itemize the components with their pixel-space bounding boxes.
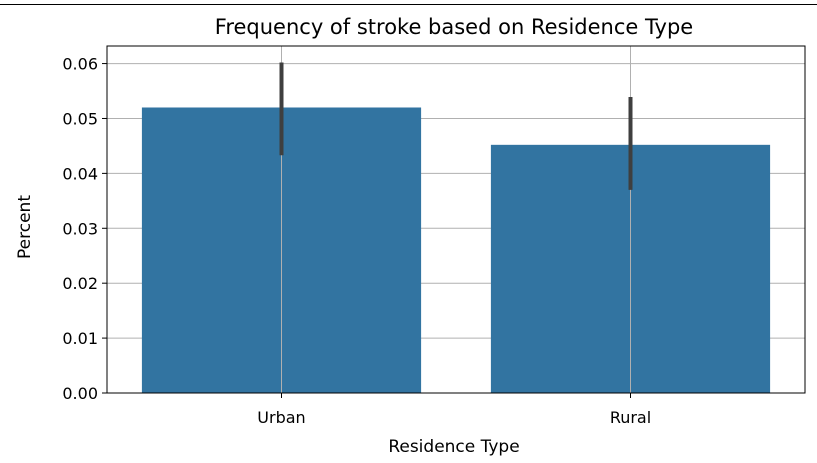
y-tick-label: 0.06 bbox=[62, 55, 98, 74]
y-tick-label: 0.02 bbox=[62, 274, 98, 293]
x-tick-label: Urban bbox=[257, 408, 305, 427]
top-border-line bbox=[0, 4, 817, 5]
bars bbox=[141, 107, 771, 394]
y-tick-label: 0.01 bbox=[62, 329, 98, 348]
y-axis-ticks: 0.00 0.01 0.02 0.03 0.04 0.05 0.06 bbox=[62, 55, 107, 403]
x-axis-ticks: Urban Rural bbox=[257, 393, 651, 427]
y-tick-label: 0.03 bbox=[62, 219, 98, 238]
y-axis-label: Percent bbox=[15, 195, 35, 259]
chart-title: Frequency of stroke based on Residence T… bbox=[215, 15, 693, 39]
x-axis-label: Residence Type bbox=[388, 437, 519, 457]
error-bars bbox=[279, 62, 633, 190]
y-tick-label: 0.04 bbox=[62, 164, 98, 183]
y-tick-label: 0.00 bbox=[62, 384, 98, 403]
plot-frame bbox=[106, 45, 806, 394]
y-tick-label: 0.05 bbox=[62, 109, 98, 128]
x-tick-label: Rural bbox=[610, 408, 651, 427]
